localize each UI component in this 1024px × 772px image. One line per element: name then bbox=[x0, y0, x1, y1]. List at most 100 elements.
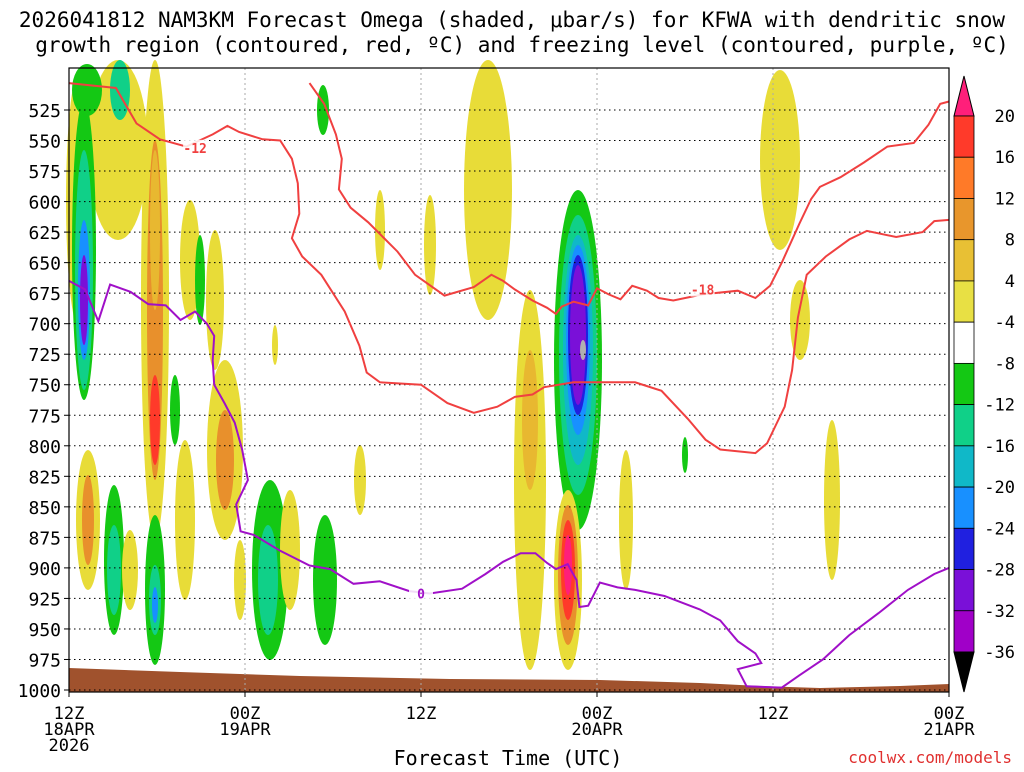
y-tick-label: 725 bbox=[28, 345, 61, 366]
terrain-fill bbox=[69, 668, 949, 692]
x-tick-label: 12Z bbox=[54, 704, 85, 724]
y-tick-label: 675 bbox=[28, 284, 61, 305]
shade-green bbox=[195, 235, 205, 325]
y-tick-label: 925 bbox=[28, 589, 61, 610]
y-tick-label: 950 bbox=[28, 620, 61, 641]
y-tick-label: 550 bbox=[28, 132, 61, 153]
shade-yellow bbox=[464, 60, 512, 320]
shade-yellow bbox=[272, 325, 278, 365]
y-tick-label: 850 bbox=[28, 498, 61, 519]
shade-green bbox=[170, 375, 180, 445]
colorbar-tick-label: -4 bbox=[995, 313, 1015, 333]
y-tick-label: 600 bbox=[28, 193, 61, 214]
y-tick-label: 625 bbox=[28, 223, 61, 244]
shade-yellow bbox=[354, 445, 366, 515]
shade-orange bbox=[522, 350, 538, 490]
y-tick-label: 1000 bbox=[18, 681, 61, 702]
colorbar-tick-label: -20 bbox=[984, 478, 1015, 498]
colorbar-swatch bbox=[953, 527, 975, 570]
colorbar-tick-label: 4 bbox=[1005, 272, 1015, 292]
shade-yellow bbox=[375, 190, 385, 270]
shade-green bbox=[682, 437, 688, 473]
colorbar-bottom-arrow bbox=[953, 651, 975, 693]
colorbar-tick-label: -12 bbox=[984, 396, 1015, 416]
x-tick-label: 18APR bbox=[43, 720, 95, 740]
shade-teal bbox=[110, 60, 130, 120]
colorbar-tick-label: -36 bbox=[984, 643, 1015, 663]
y-tick-label: 650 bbox=[28, 254, 61, 275]
credit-text: coolwx.com/models bbox=[848, 748, 1012, 767]
colorbar-tick-label: -24 bbox=[984, 519, 1015, 539]
shade-teal bbox=[107, 525, 121, 615]
contour-label-bg bbox=[409, 585, 433, 601]
colorbar-top-arrow bbox=[953, 75, 975, 117]
shade-yellow bbox=[619, 450, 633, 590]
contour-dgz-upper-left bbox=[68, 82, 950, 455]
shade-green bbox=[72, 64, 102, 116]
contour-label-dgz-upper-left: -12 bbox=[183, 142, 206, 157]
shade-orange bbox=[150, 150, 160, 310]
colorbar-swatch bbox=[953, 445, 975, 488]
y-tick-label: 800 bbox=[28, 437, 61, 458]
y-tick-label: 775 bbox=[28, 406, 61, 427]
plot-frame bbox=[68, 67, 950, 693]
x-tick-label: 00Z bbox=[230, 704, 261, 724]
x-tick-label: 00Z bbox=[934, 704, 965, 724]
shade-yellow bbox=[280, 490, 300, 610]
x-tick-label: 19APR bbox=[219, 720, 271, 740]
colorbar: 20 16 12 8 4 -4 -8 -12 -16 -20 -24 -28 -32 -36 bbox=[953, 75, 1015, 693]
shade-yellow bbox=[424, 195, 436, 295]
shade-yellow bbox=[180, 200, 200, 320]
colorbar-tick-label: 12 bbox=[995, 189, 1015, 209]
y-axis: 525 550 575 600 625 650 675 700 725 750 775 800 825 8… bbox=[18, 101, 69, 702]
colorbar-swatch bbox=[953, 404, 975, 447]
x-tick-label: 00Z bbox=[582, 704, 613, 724]
x-tick-label: 2026 bbox=[49, 736, 90, 756]
colorbar-swatch bbox=[953, 486, 975, 529]
y-tick-label: 875 bbox=[28, 528, 61, 549]
shade-orange bbox=[216, 410, 234, 510]
shade-gray bbox=[580, 340, 586, 360]
shade-purple bbox=[570, 265, 586, 405]
contour-label-dgz-upper-right: -18 bbox=[691, 283, 715, 298]
y-tick-label: 525 bbox=[28, 101, 61, 122]
x-axis-label: Forecast Time (UTC) bbox=[394, 746, 623, 768]
colorbar-tick-label: -8 bbox=[995, 354, 1015, 374]
omega-shading bbox=[66, 60, 949, 692]
chart-title-line1: 2026041812 NAM3KM Forecast Omega (shaded… bbox=[19, 8, 1006, 32]
contour-lines: -12 -18 0 bbox=[68, 82, 950, 689]
shade-orange bbox=[82, 475, 94, 565]
shade-yellow bbox=[175, 440, 195, 600]
colorbar-tick-label: 16 bbox=[995, 148, 1015, 168]
colorbar-swatch bbox=[953, 362, 975, 406]
shade-purple bbox=[80, 255, 88, 345]
colorbar-tick-label: 20 bbox=[995, 107, 1015, 127]
y-tick-label: 825 bbox=[28, 467, 61, 488]
colorbar-swatch bbox=[953, 569, 975, 612]
shade-yellow bbox=[88, 60, 148, 240]
colorbar-swatch bbox=[953, 280, 975, 323]
y-tick-label: 700 bbox=[28, 315, 61, 336]
shade-yellow bbox=[122, 530, 138, 610]
x-tick-label: 20APR bbox=[571, 720, 623, 740]
y-tick-label: 750 bbox=[28, 376, 61, 397]
shade-yellow bbox=[790, 280, 810, 360]
chart-title-line2: growth region (contoured, red, ºC) and f… bbox=[35, 33, 1009, 57]
colorbar-swatch bbox=[953, 610, 975, 653]
colorbar-tick-label: 8 bbox=[1005, 231, 1015, 251]
x-tick-label: 12Z bbox=[406, 704, 437, 724]
gridlines bbox=[69, 68, 949, 692]
shade-blue bbox=[152, 587, 158, 623]
colorbar-tick-label: -32 bbox=[984, 602, 1015, 622]
colorbar-swatch bbox=[953, 198, 975, 241]
contour-freezing-level bbox=[68, 280, 950, 689]
shade-red bbox=[150, 375, 160, 465]
y-tick-label: 575 bbox=[28, 162, 61, 183]
y-tick-label: 975 bbox=[28, 650, 61, 671]
colorbar-swatch bbox=[953, 321, 975, 364]
contour-label-freezing-level: 0 bbox=[417, 588, 425, 603]
shade-yellow bbox=[206, 230, 224, 370]
y-tick-label: 900 bbox=[28, 559, 61, 580]
